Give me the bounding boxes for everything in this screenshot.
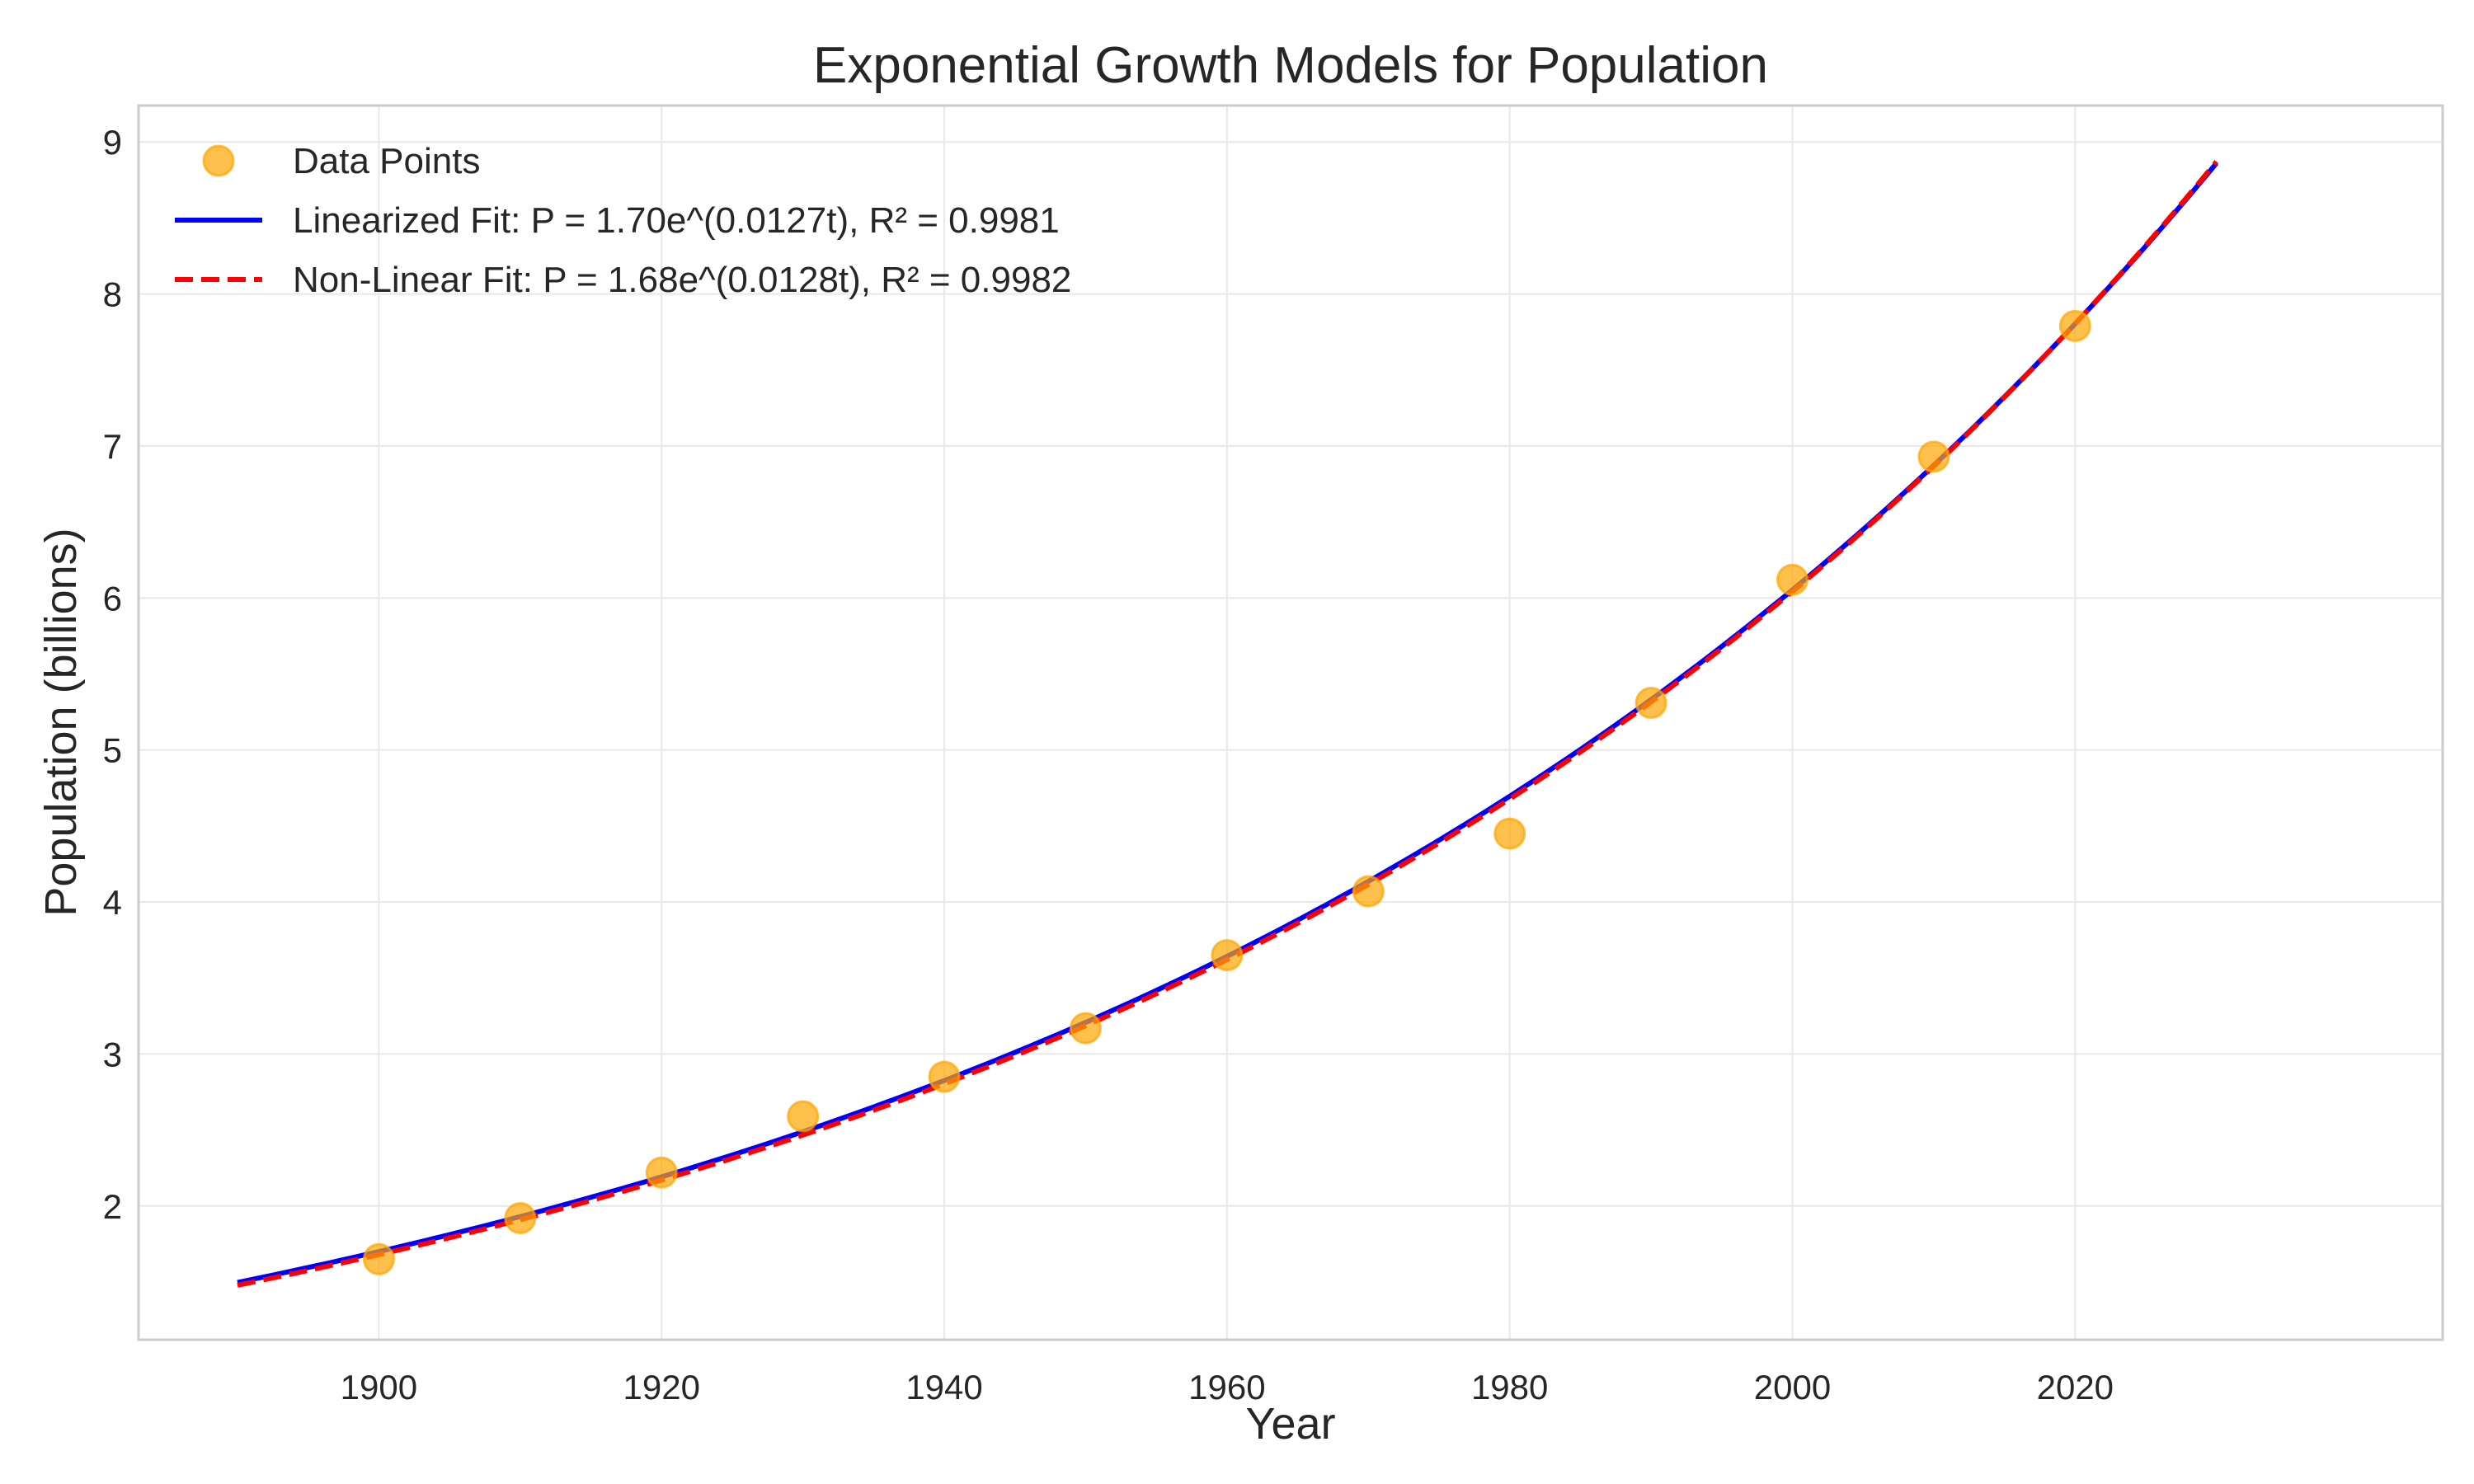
plot-frame — [137, 104, 2444, 1341]
y-tick-label: 6 — [103, 579, 122, 618]
x-tick-label: 2000 — [1754, 1368, 1831, 1407]
data-point — [787, 1100, 820, 1133]
x-tick-labels: 1900 1920 1940 1960 1980 2000 2020 — [341, 1368, 2114, 1407]
x-tick-label: 1980 — [1471, 1368, 1548, 1407]
y-tick-labels: 2 3 4 5 6 7 8 9 — [103, 123, 122, 1226]
legend-label-linearized-fit: Linearized Fit: P = 1.70e^(0.0127t), R² … — [293, 200, 1060, 241]
y-tick-label: 3 — [103, 1035, 122, 1073]
data-point — [645, 1156, 678, 1189]
x-tick-label: 1920 — [623, 1368, 700, 1407]
y-tick-label: 8 — [103, 275, 122, 314]
y-tick-label: 4 — [103, 883, 122, 922]
x-tick-label: 1900 — [341, 1368, 417, 1407]
x-tick-label: 2020 — [2037, 1368, 2114, 1407]
data-point — [928, 1060, 961, 1093]
y-tick-label: 2 — [103, 1187, 122, 1226]
x-tick-label: 1960 — [1188, 1368, 1265, 1407]
data-points — [362, 309, 2091, 1275]
data-point — [1211, 939, 1244, 972]
legend-label-data-points: Data Points — [293, 141, 480, 181]
y-tick-label: 7 — [103, 427, 122, 466]
y-tick-label: 9 — [103, 123, 122, 162]
data-point — [1493, 817, 1526, 850]
data-point — [1634, 687, 1667, 720]
chart-title: Exponential Growth Models for Population — [813, 37, 1768, 94]
legend-marker-data-points — [202, 144, 235, 177]
y-tick-label: 5 — [103, 731, 122, 770]
data-point — [504, 1202, 537, 1235]
data-point — [1776, 563, 1809, 596]
legend: Data Points Linearized Fit: P = 1.70e^(0… — [175, 141, 1071, 300]
data-point — [2058, 309, 2091, 342]
x-axis-label: Year — [1245, 1399, 1335, 1449]
data-point — [1069, 1012, 1102, 1045]
legend-label-nonlinear-fit: Non-Linear Fit: P = 1.68e^(0.0128t), R² … — [293, 260, 1071, 300]
x-tick-label: 1940 — [905, 1368, 982, 1407]
data-point — [1917, 440, 1950, 473]
y-axis-label: Population (billions) — [36, 528, 86, 916]
data-point — [362, 1242, 395, 1275]
data-point — [1352, 875, 1385, 908]
